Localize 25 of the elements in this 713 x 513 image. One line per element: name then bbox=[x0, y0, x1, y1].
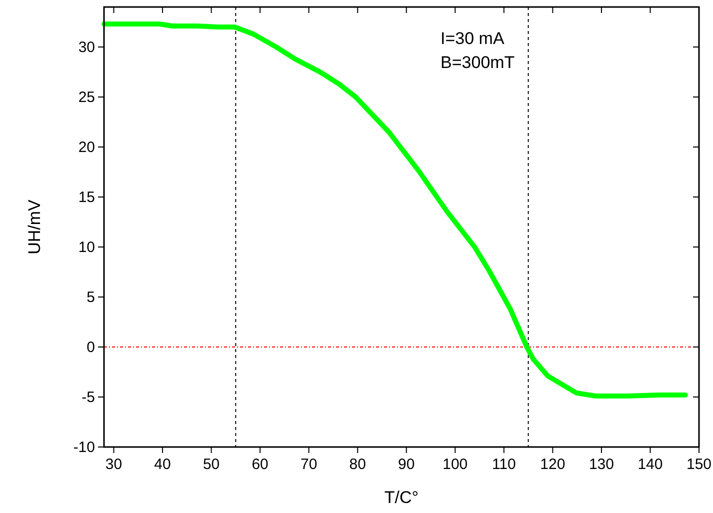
x-tick-label: 110 bbox=[492, 456, 516, 473]
y-tick-label: -10 bbox=[73, 439, 95, 456]
x-tick-label: 140 bbox=[638, 456, 663, 473]
x-tick-label: 40 bbox=[154, 456, 171, 473]
y-tick-label: -5 bbox=[82, 389, 95, 406]
y-axis-title: UH/mV bbox=[25, 198, 44, 254]
x-tick-label: 120 bbox=[540, 456, 566, 473]
y-tick-label: 20 bbox=[78, 139, 95, 156]
y-tick-label: 30 bbox=[78, 39, 95, 56]
x-tick-label: 150 bbox=[686, 456, 712, 473]
x-tick-label: 100 bbox=[442, 456, 468, 473]
x-tick-label: 80 bbox=[349, 456, 366, 473]
x-tick-label: 130 bbox=[588, 456, 614, 473]
x-tick-label: 90 bbox=[398, 456, 415, 473]
y-tick-label: 5 bbox=[86, 289, 95, 306]
y-tick-label: 25 bbox=[78, 89, 95, 106]
annotation: I=30 mA B=300mT bbox=[440, 29, 515, 72]
x-axis-title: T/C° bbox=[384, 488, 419, 507]
y-tick-label: 0 bbox=[86, 339, 95, 356]
y-tick-label: 15 bbox=[78, 189, 95, 206]
x-tick-label: 30 bbox=[105, 456, 122, 473]
y-tick-label: 10 bbox=[78, 239, 95, 256]
x-tick-label: 50 bbox=[202, 456, 220, 473]
x-tick-label: 70 bbox=[300, 456, 318, 473]
x-tick-label: 60 bbox=[252, 456, 268, 473]
